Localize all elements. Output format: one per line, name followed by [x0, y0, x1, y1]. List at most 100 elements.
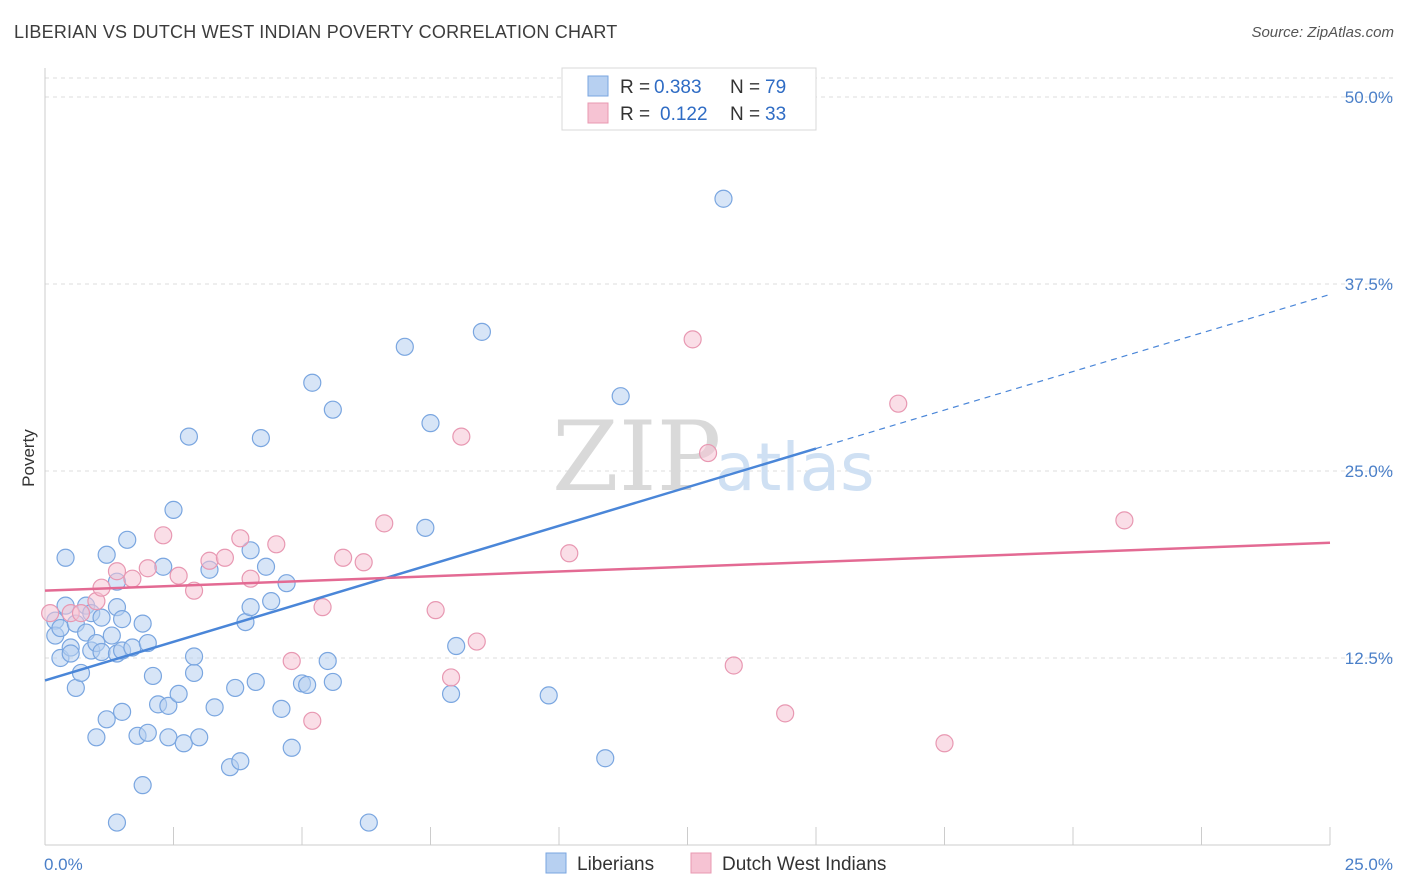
liberians-trend-line [44, 447, 817, 682]
dutch-west-indian-point-19 [334, 548, 353, 567]
liberian-point-71 [421, 414, 440, 433]
x-tick-max: 25.0% [1345, 855, 1393, 874]
dutch-west-indian-point-31 [889, 394, 908, 413]
dutch-west-indian-point-28 [698, 443, 718, 463]
liberian-point-60 [277, 574, 296, 593]
y-tick-labels: 12.5% 25.0% 37.5% 50.0% [1345, 88, 1393, 668]
liberian-point-26 [112, 610, 132, 629]
liberian-point-38 [159, 696, 178, 715]
y-tick-label-3: 50.0% [1345, 88, 1393, 107]
y-tick-label-0: 12.5% [1345, 649, 1393, 668]
x-tick-min: 0.0% [44, 855, 83, 874]
dutch-west-indian-point-11 [200, 551, 219, 570]
dutch-west-indian-point-17 [303, 711, 322, 730]
dutch-west-indian-point-20 [354, 553, 373, 572]
liberian-point-67 [323, 672, 342, 692]
liberian-point-35 [143, 666, 163, 686]
series-swatch-dutch-west-indians [690, 852, 712, 874]
dutch-west-indian-point-9 [169, 566, 188, 585]
liberian-point-75 [539, 686, 558, 705]
liberian-point-79 [107, 813, 127, 832]
liberian-point-68 [359, 813, 378, 832]
liberian-point-58 [262, 592, 281, 611]
dutch-west-indian-point-23 [441, 668, 461, 687]
liberian-point-5 [56, 548, 75, 567]
liberian-point-72 [447, 636, 466, 656]
liberian-point-17 [92, 642, 111, 662]
series-label-liberians: Liberians [577, 854, 654, 875]
liberian-point-61 [282, 738, 301, 757]
liberian-point-41 [169, 684, 188, 704]
liberian-point-46 [190, 728, 209, 747]
liberian-point-53 [241, 541, 260, 560]
liberian-point-18 [92, 608, 111, 627]
liberian-point-78 [714, 189, 733, 208]
legend-r-value-2: 0.122 [660, 104, 708, 125]
liberian-point-77 [611, 387, 630, 406]
series-swatch-liberians [545, 852, 567, 874]
dutch-west-indian-point-5 [107, 562, 127, 581]
dutch-west-indian-point-18 [313, 598, 332, 617]
liberian-point-19 [97, 710, 116, 729]
liberian-point-43 [179, 427, 199, 446]
dutch-west-indian-point-16 [282, 651, 301, 671]
liberians-trend-extension [815, 293, 1331, 450]
liberian-point-20 [97, 545, 116, 564]
liberian-point-48 [205, 698, 224, 717]
liberian-point-2 [51, 618, 70, 638]
liberian-point-56 [251, 428, 270, 448]
legend-n-value-2: 33 [765, 104, 786, 125]
series-legend: Liberians Dutch West Indians [545, 852, 886, 875]
legend-n-label-1: N = [730, 77, 760, 98]
axes [44, 68, 1331, 846]
liberian-point-33 [138, 723, 157, 742]
liberian-point-42 [174, 734, 193, 753]
liberian-point-74 [472, 322, 491, 341]
legend-r-label-1: R = [620, 77, 650, 98]
liberian-point-70 [416, 518, 435, 537]
liberian-point-69 [395, 337, 414, 356]
legend-n-label-2: N = [730, 104, 760, 125]
correlation-legend: R = 0.383 N = 79 R = 0.122 N = 33 [561, 67, 817, 131]
liberian-point-64 [303, 373, 322, 392]
liberian-point-44 [184, 663, 204, 683]
dutch-west-indian-point-32 [935, 734, 954, 753]
dutch-west-indian-point-24 [452, 427, 471, 446]
dutch-west-indian-point-12 [215, 548, 234, 567]
y-tick-label-2: 37.5% [1345, 275, 1393, 294]
trend-lines [44, 293, 1331, 682]
liberian-point-21 [102, 626, 121, 645]
dutch-west-indian-point-25 [467, 632, 486, 651]
dutch-west-indian-point-14 [241, 569, 260, 588]
liberian-point-65 [318, 651, 337, 671]
liberian-point-59 [272, 699, 291, 718]
liberian-point-51 [231, 752, 250, 771]
dutch-west-indian-point-13 [231, 529, 250, 548]
dutch-west-indian-point-29 [724, 656, 743, 675]
watermark-atlas: atlas [715, 429, 875, 506]
y-tick-label-1: 25.0% [1345, 462, 1393, 481]
dutch-west-indian-point-6 [123, 569, 142, 588]
liberian-point-28 [118, 530, 137, 549]
liberian-point-57 [256, 557, 276, 576]
liberian-point-45 [184, 647, 204, 666]
dutch-west-indian-point-26 [560, 544, 579, 563]
legend-r-label-2: R = [620, 104, 650, 125]
liberian-point-73 [441, 684, 461, 704]
dutch-west-indians-points [41, 330, 1134, 753]
dutch-west-indian-point-33 [1115, 511, 1134, 530]
dutch-west-indian-point-2 [71, 604, 91, 623]
liberian-point-40 [164, 500, 183, 519]
liberian-point-66 [323, 400, 342, 419]
source-label: Source: ZipAtlas.com [1251, 24, 1394, 41]
liberian-point-31 [133, 614, 152, 633]
y-axis-label: Poverty [19, 429, 38, 487]
liberian-point-39 [159, 728, 178, 747]
liberian-point-63 [298, 675, 317, 695]
legend-swatch-blue [587, 75, 609, 97]
watermark-zip: ZIP [552, 401, 721, 513]
legend-r-value-1: 0.383 [654, 77, 702, 98]
dutch-west-indian-point-8 [154, 526, 173, 545]
dutch-west-indian-point-7 [138, 559, 157, 578]
